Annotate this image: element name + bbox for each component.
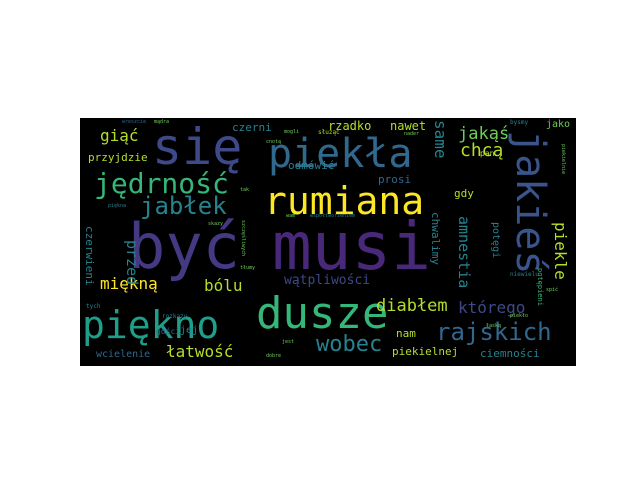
word: miękną bbox=[100, 274, 158, 293]
word: mogli bbox=[284, 129, 300, 135]
word: chcą bbox=[460, 140, 504, 161]
word: którego bbox=[458, 298, 526, 317]
word-cloud: być musi się piekła jakieś rumiana dusze… bbox=[80, 118, 576, 366]
word: łatwość bbox=[166, 342, 234, 361]
word: diabłem bbox=[376, 296, 448, 316]
word: przyjdzie bbox=[88, 151, 148, 164]
word: tłumy bbox=[240, 265, 256, 271]
word: same bbox=[431, 120, 450, 159]
word: wam bbox=[286, 213, 296, 219]
word: jabłek bbox=[140, 192, 227, 220]
word: nawet bbox=[390, 119, 427, 133]
word: dusze bbox=[256, 288, 389, 339]
word: łaską bbox=[486, 323, 502, 329]
word: służąc bbox=[318, 129, 340, 136]
word: chwalimy bbox=[429, 212, 442, 265]
word: tak bbox=[240, 187, 250, 193]
word: rozkazy bbox=[162, 313, 188, 320]
word: giąć bbox=[100, 126, 139, 145]
word: wątpliwości bbox=[284, 273, 371, 288]
word: piekle bbox=[551, 222, 570, 280]
word: piekło bbox=[510, 313, 529, 319]
word: odmówić bbox=[288, 159, 335, 172]
word: musi bbox=[272, 208, 431, 285]
word: amnestia bbox=[455, 216, 473, 289]
word: potęgi bbox=[490, 222, 501, 259]
word: jest bbox=[282, 339, 295, 345]
word: prosi bbox=[378, 173, 412, 186]
word: potępieni bbox=[536, 268, 544, 306]
word: piekielnej bbox=[392, 345, 459, 358]
word: piękna bbox=[108, 203, 127, 209]
word: bysmy bbox=[510, 119, 529, 126]
word: jakąś bbox=[458, 124, 510, 144]
word: mądra bbox=[154, 119, 170, 125]
word: wcielenie bbox=[96, 349, 151, 360]
word: być bbox=[128, 210, 240, 283]
word: wobec bbox=[316, 332, 383, 357]
word: nader bbox=[404, 131, 420, 137]
word: szczęśliwych bbox=[240, 220, 246, 257]
word: nam bbox=[396, 327, 416, 340]
word: dobre bbox=[266, 353, 282, 359]
word: czerni bbox=[232, 121, 272, 134]
word: współtworzeniem bbox=[310, 213, 356, 219]
word: tych bbox=[86, 303, 101, 310]
word: niewielu bbox=[510, 271, 539, 278]
word: rzadko bbox=[328, 119, 372, 133]
word: piękno bbox=[82, 303, 220, 347]
word: gości bbox=[156, 327, 181, 336]
word: spić bbox=[546, 287, 559, 293]
word: pan bbox=[480, 149, 495, 158]
word: gdy bbox=[454, 187, 474, 200]
word: czerwieni bbox=[83, 226, 96, 286]
word: jakieś bbox=[507, 130, 553, 275]
word: wreszcie bbox=[122, 119, 147, 125]
word: cnotą bbox=[266, 139, 282, 145]
word: skazy bbox=[208, 221, 224, 227]
word: jędrność bbox=[94, 167, 229, 200]
word: przed bbox=[123, 240, 141, 286]
word: rumiana bbox=[264, 179, 425, 223]
word: bólu bbox=[204, 276, 243, 295]
word: rajskich bbox=[436, 318, 552, 346]
word: jej bbox=[180, 325, 199, 336]
word: ciemności bbox=[480, 347, 540, 360]
word: piekła bbox=[268, 131, 413, 177]
word: jako bbox=[546, 119, 571, 130]
word: piekielnie bbox=[560, 144, 566, 175]
word: się bbox=[152, 118, 243, 176]
